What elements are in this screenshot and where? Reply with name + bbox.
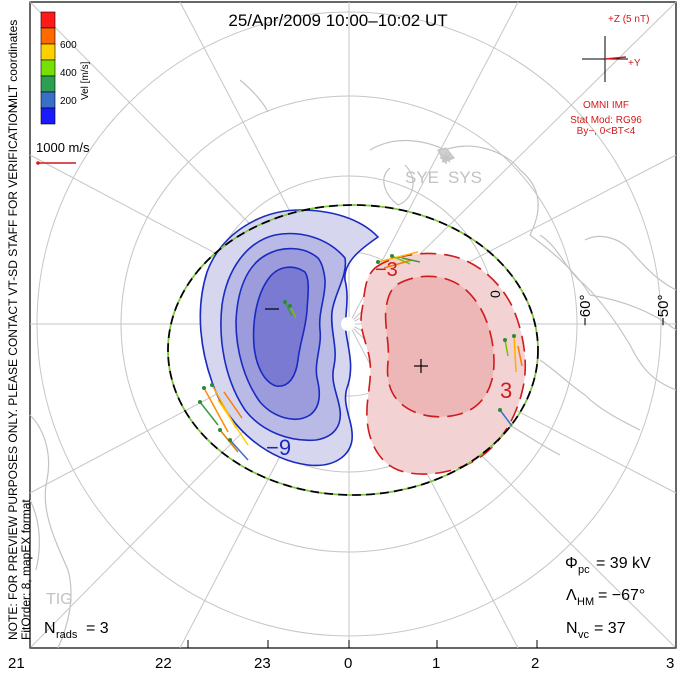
imf-condition: By−, 0<BT<4	[577, 126, 636, 137]
imf-y-label: +Y	[628, 58, 641, 69]
radar-count: N rads = 3	[44, 620, 109, 641]
nvc-subscript: vc	[578, 629, 590, 641]
mlt-tick-label: 0	[344, 655, 352, 672]
colorbar-band	[40, 59, 56, 77]
vector-scale-label: 1000 m/s	[36, 140, 90, 155]
lat-label-60: −60°	[577, 295, 594, 326]
lambda-value: = −67°	[598, 587, 645, 604]
preview-note: NOTE: FOR PREVIEW PURPOSES ONLY. PLEASE …	[6, 101, 20, 640]
mlt-tick-label: 22	[155, 655, 172, 672]
lambda-symbol: Λ	[566, 587, 577, 604]
nrads-value: = 3	[86, 620, 109, 637]
colorbar-band	[40, 75, 56, 93]
colorbar-band	[40, 107, 56, 125]
mlt-tick-label: 21	[8, 655, 25, 672]
colorbar-tick-600: 600	[60, 40, 77, 51]
velocity-colorbar	[40, 11, 56, 125]
negative-convection-cell	[199, 209, 380, 467]
imf-source: OMNI IMF	[583, 100, 629, 111]
nrads-symbol: N	[44, 620, 56, 637]
station-label-tig: TIG	[46, 591, 73, 608]
nrads-subscript: rads	[56, 629, 78, 641]
mlt-axis	[29, 640, 677, 648]
lambda-subscript: HM	[577, 596, 594, 608]
plot-title: 25/Apr/2009 10:00–10:02 UT	[228, 11, 447, 30]
colorbar-tick-400: 400	[60, 68, 77, 79]
vector-scale-origin	[36, 161, 40, 165]
mlt-tick-label: 23	[254, 655, 271, 672]
colorbar-band	[40, 43, 56, 61]
pole-marker	[341, 317, 355, 331]
station-label-sye: SYE	[405, 168, 439, 187]
lat-label-50: −50°	[655, 295, 672, 326]
contour-label-neg: −9	[266, 435, 291, 460]
imf-z-label: +Z (5 nT)	[608, 14, 649, 25]
phi-value: = 39 kV	[596, 555, 651, 572]
contour-label-zero: 0	[487, 290, 503, 298]
mlt-tick-label: 1	[432, 655, 440, 672]
colorbar-band	[40, 27, 56, 45]
station-marker-sye	[440, 152, 452, 164]
colorbar-band	[40, 91, 56, 109]
phi-symbol: Φ	[565, 555, 578, 572]
vector-count: N vc = 37	[566, 620, 626, 641]
positive-convection-cell	[360, 252, 527, 475]
hm-latitude: Λ HM = −67°	[566, 587, 645, 608]
coord-system-label: MLT coordinates	[6, 20, 20, 108]
potential-max-marker	[414, 359, 428, 373]
nvc-value: = 37	[594, 620, 626, 637]
fit-order-note: FitOrder: 8, mapEX format	[19, 499, 33, 640]
imf-vector	[604, 56, 627, 60]
station-label-sys: SYS	[448, 168, 482, 187]
colorbar-label: Vel [m/s]	[80, 61, 91, 100]
colorbar-tick-200: 200	[60, 96, 77, 107]
hm-boundary	[167, 204, 539, 496]
imf-model: Stat Mod: RG96	[570, 115, 642, 126]
mlt-tick-label: 2	[531, 655, 539, 672]
contour-label-neg-top: −3	[375, 259, 398, 281]
cross-polar-potential: Φ pc = 39 kV	[565, 555, 651, 576]
contour-label-pos: 3	[500, 378, 512, 403]
colorbar-band	[40, 11, 56, 29]
vector-origins	[198, 254, 516, 442]
phi-subscript: pc	[578, 564, 590, 576]
mlt-tick-label: 3	[666, 655, 674, 672]
nvc-symbol: N	[566, 620, 578, 637]
